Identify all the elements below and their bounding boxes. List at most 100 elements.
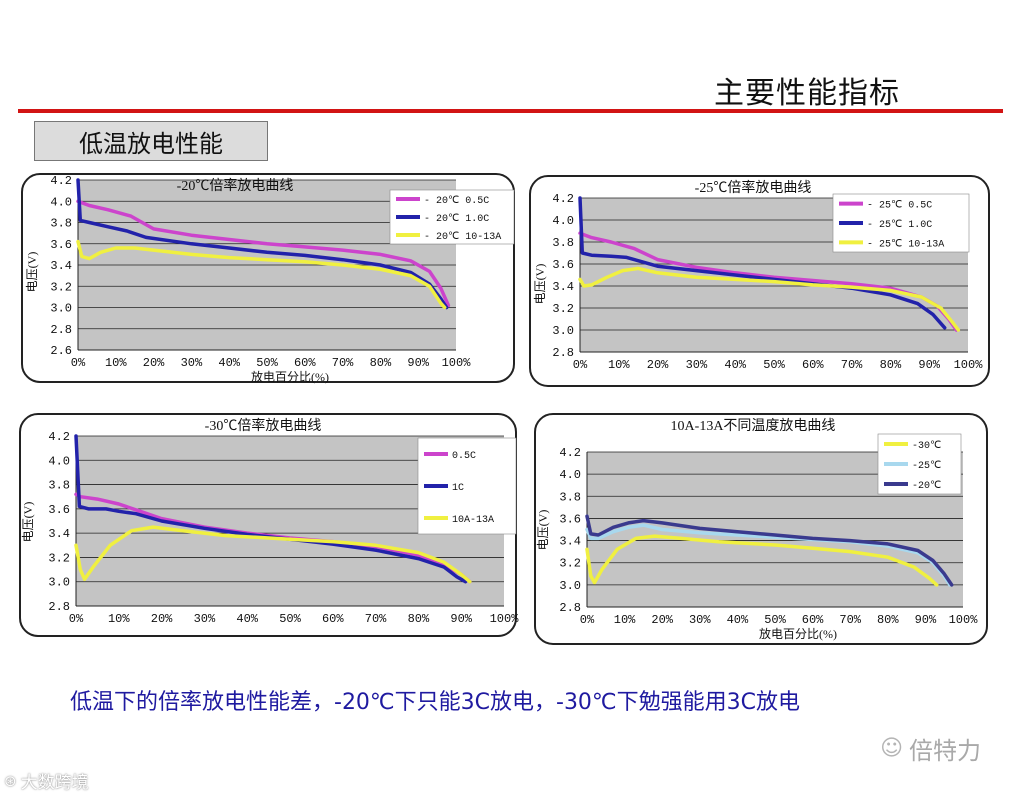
y-tick-label: 3.6	[559, 512, 581, 526]
x-tick-label: 100%	[490, 612, 520, 626]
x-tick-label: 50%	[763, 358, 785, 372]
series-line	[76, 178, 449, 310]
y-tick-label: 3.8	[50, 217, 72, 231]
chart-panel-10a13a: 2.8 3.0 3.2 3.4 3.6 3.8 4.0 4.2 0% 10% 20% 30% 40% 50…	[533, 412, 989, 646]
series-line	[585, 514, 954, 587]
x-tick-label: 50%	[256, 356, 278, 370]
x-axis-label: 放电百分比(%)	[251, 369, 329, 384]
y-tick-label: 2.8	[559, 601, 581, 615]
y-axis-label: 电压(V)	[25, 252, 39, 293]
y-axis-label: 电压(V)	[533, 264, 547, 305]
x-tick-label: 80%	[880, 358, 902, 372]
series-line	[76, 199, 451, 308]
y-tick-label: 3.6	[48, 503, 70, 517]
chart-title: -25℃倍率放电曲线	[695, 179, 812, 196]
series-line	[578, 266, 961, 332]
y-tick-label: 3.8	[559, 490, 581, 504]
x-tick-label: 20%	[151, 612, 173, 626]
watermark-text: 倍特力	[909, 737, 981, 765]
x-tick-label: 100%	[442, 356, 472, 370]
x-tick-label: 60%	[294, 356, 316, 370]
x-tick-label: 20%	[647, 358, 669, 372]
x-tick-label: 10%	[108, 612, 130, 626]
legend-label: 10A-13A	[452, 515, 494, 526]
x-tick-label: 30%	[181, 356, 203, 370]
y-tick-label: 3.6	[552, 258, 574, 272]
y-tick-label: 4.2	[552, 192, 574, 206]
y-tick-label: 3.4	[48, 527, 70, 541]
weibo-icon: ⊛	[4, 771, 17, 790]
x-tick-label: 90%	[407, 356, 429, 370]
x-tick-label: 60%	[802, 613, 824, 627]
series-line	[74, 434, 468, 584]
y-tick-label: 2.6	[50, 344, 72, 358]
y-axis-label: 电压(V)	[21, 502, 35, 543]
y-tick-label: 3.0	[552, 324, 574, 338]
chart-minus30: 2.8 3.0 3.2 3.4 3.6 3.8 4.0 4.2 0% 10% 20% 30% 40% 50…	[19, 413, 520, 637]
x-tick-label: 10%	[614, 613, 636, 627]
y-tick-label: 3.2	[559, 557, 581, 571]
corner-watermark: ⊛ 大数跨境	[4, 768, 89, 794]
y-tick-label: 3.8	[552, 236, 574, 250]
x-tick-label: 40%	[727, 613, 749, 627]
series-line	[585, 523, 952, 587]
x-tick-label: 60%	[322, 612, 344, 626]
x-tick-label: 30%	[689, 613, 711, 627]
x-tick-label: 20%	[651, 613, 673, 627]
chart-minus20: 2.6 2.8 3.0 3.2 3.4 3.6 3.8 4.0 4.2 0% 10% 20% 30% 40…	[21, 173, 515, 384]
legend-label: -25℃	[912, 461, 941, 472]
legend-label: - 20℃ 0.5C	[424, 196, 489, 207]
y-tick-label: 3.2	[48, 551, 70, 565]
y-axis-label: 电压(V)	[536, 510, 550, 551]
x-tick-label: 70%	[332, 356, 354, 370]
legend-label: - 25℃ 0.5C	[867, 201, 932, 212]
summary-caption: 低温下的倍率放电性能差，-20℃下只能3C放电，-30℃下勉强能用3C放电	[70, 690, 800, 715]
series-line	[76, 239, 447, 310]
legend-label: - 20℃ 1.0C	[424, 214, 489, 225]
x-axis-label: 放电百分比(%)	[759, 626, 837, 641]
y-tick-label: 4.0	[559, 468, 581, 482]
x-tick-label: 80%	[408, 612, 430, 626]
legend-label: 0.5C	[452, 451, 476, 462]
x-tick-label: 50%	[279, 612, 301, 626]
x-tick-label: 90%	[918, 358, 940, 372]
wechat-icon: ☺	[880, 736, 903, 761]
chart-panel-minus25: 2.8 3.0 3.2 3.4 3.6 3.8 4.0 4.2 0% 10% 20% 30% 40% 50…	[528, 174, 991, 388]
x-tick-label: 40%	[236, 612, 258, 626]
y-tick-label: 3.2	[50, 280, 72, 294]
legend-label: - 25℃ 1.0C	[867, 220, 932, 231]
chart-title: -30℃倍率放电曲线	[205, 417, 322, 434]
y-tick-label: 3.6	[50, 238, 72, 252]
x-tick-label: 30%	[194, 612, 216, 626]
section-label: 低温放电性能	[34, 121, 268, 161]
y-tick-label: 2.8	[50, 323, 72, 337]
y-tick-label: 4.2	[50, 174, 72, 188]
x-tick-label: 0%	[69, 612, 84, 626]
x-tick-label: 60%	[802, 358, 824, 372]
y-tick-label: 3.2	[552, 302, 574, 316]
y-tick-label: 3.8	[48, 479, 70, 493]
y-tick-label: 4.0	[48, 454, 70, 468]
y-tick-label: 3.4	[552, 280, 574, 294]
x-tick-label: 30%	[686, 358, 708, 372]
x-tick-label: 10%	[105, 356, 127, 370]
x-tick-label: 90%	[915, 613, 937, 627]
x-tick-label: 100%	[949, 613, 979, 627]
x-tick-label: 70%	[365, 612, 387, 626]
legend-label: -30℃	[912, 441, 941, 452]
legend-label: - 20℃ 10-13A	[424, 232, 501, 243]
x-tick-label: 40%	[218, 356, 240, 370]
x-tick-label: 70%	[841, 358, 863, 372]
x-tick-label: 90%	[450, 612, 472, 626]
y-tick-label: 2.8	[48, 600, 70, 614]
series-line	[578, 196, 947, 330]
x-tick-label: 0%	[580, 613, 595, 627]
chart-panel-minus20: 2.6 2.8 3.0 3.2 3.4 3.6 3.8 4.0 4.2 0% 10% 20% 30% 40…	[20, 172, 516, 384]
y-tick-label: 4.2	[559, 446, 581, 460]
x-tick-label: 0%	[71, 356, 86, 370]
chart-panel-minus30: 2.8 3.0 3.2 3.4 3.6 3.8 4.0 4.2 0% 10% 20% 30% 40% 50…	[18, 412, 520, 638]
y-tick-label: 4.0	[50, 195, 72, 209]
x-tick-label: 70%	[839, 613, 861, 627]
y-tick-label: 3.4	[559, 535, 581, 549]
legend-label: 1C	[452, 483, 464, 494]
